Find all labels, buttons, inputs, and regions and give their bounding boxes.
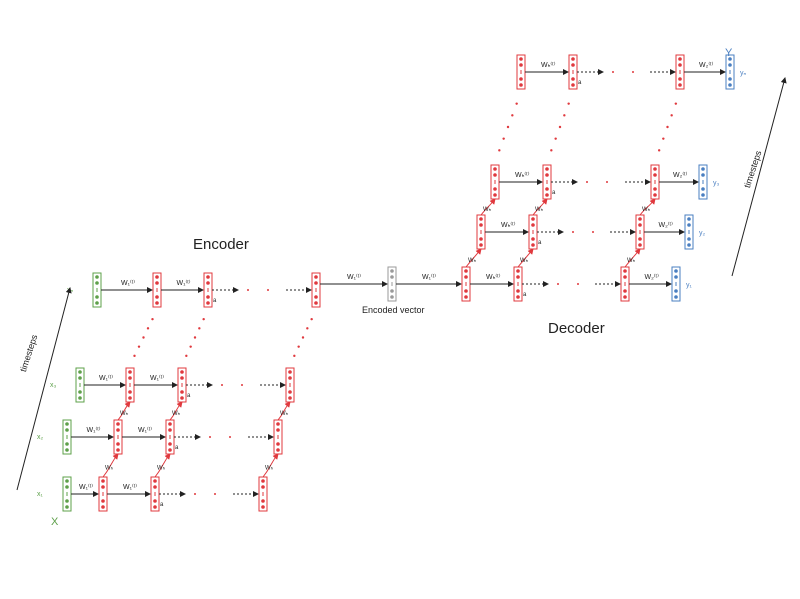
output-cell: [725, 54, 735, 90]
svg-text:W₂⁽ᵗ⁾: W₂⁽ᵗ⁾: [699, 61, 714, 69]
svg-text:W₁⁽ᵗ⁾: W₁⁽ᵗ⁾: [138, 426, 152, 434]
hidden-cell: [311, 272, 321, 308]
svg-text:a: a: [538, 240, 542, 246]
encoder-title: Encoder: [193, 236, 249, 253]
svg-text:a: a: [578, 80, 582, 86]
svg-text:Wₕ⁽ᵗ⁾: Wₕ⁽ᵗ⁾: [515, 171, 530, 179]
svg-text:W₁⁽ᵗ⁾: W₁⁽ᵗ⁾: [347, 273, 361, 281]
svg-text:W₁⁽ᵗ⁾: W₁⁽ᵗ⁾: [150, 374, 164, 382]
svg-text:yₙ: yₙ: [740, 70, 747, 77]
svg-text:y₃: y₃: [713, 180, 720, 187]
output-cell: [684, 214, 694, 250]
output-group-label: Y: [725, 47, 733, 59]
svg-text:x₃: x₃: [50, 382, 57, 389]
svg-text:W₁⁽ᵗ⁾: W₁⁽ᵗ⁾: [177, 279, 191, 287]
svg-text:W₂⁽ᵗ⁾: W₂⁽ᵗ⁾: [673, 171, 688, 179]
svg-text:W₂⁽ᵗ⁾: W₂⁽ᵗ⁾: [659, 221, 674, 229]
svg-text:xₙ: xₙ: [67, 287, 74, 294]
svg-text:a: a: [160, 502, 164, 508]
svg-text:Wₕ: Wₕ: [520, 258, 529, 264]
svg-text:a: a: [175, 445, 179, 451]
svg-text:Wₕ: Wₕ: [172, 411, 181, 417]
decoder-title: Decoder: [548, 320, 605, 337]
svg-text:x₂: x₂: [37, 434, 44, 441]
output-cell: [671, 266, 681, 302]
svg-text:Wₕ⁽ᵗ⁾: Wₕ⁽ᵗ⁾: [486, 273, 501, 281]
svg-text:Wₕ⁽ᵗ⁾: Wₕ⁽ᵗ⁾: [501, 221, 516, 229]
hidden-cell: [285, 367, 295, 403]
svg-text:Wₕ: Wₕ: [535, 207, 544, 213]
svg-text:Wₕ: Wₕ: [642, 207, 651, 213]
svg-text:Wₕ: Wₕ: [157, 466, 166, 472]
svg-text:W₁⁽ᵗ⁾: W₁⁽ᵗ⁾: [121, 279, 135, 287]
svg-text:y₂: y₂: [699, 230, 706, 237]
svg-text:Wₕ⁽ᵗ⁾: Wₕ⁽ᵗ⁾: [541, 61, 556, 69]
svg-text:W₁⁽ᵗ⁾: W₁⁽ᵗ⁾: [79, 483, 93, 491]
svg-text:Wₕ: Wₕ: [120, 411, 129, 417]
svg-text:a: a: [187, 393, 191, 399]
svg-text:a: a: [552, 190, 556, 196]
svg-text:Wₕ: Wₕ: [265, 466, 274, 472]
svg-text:W₁⁽ᵗ⁾: W₁⁽ᵗ⁾: [99, 374, 113, 382]
svg-text:Wₕ: Wₕ: [468, 258, 477, 264]
svg-text:W₁⁽ᵗ⁾: W₁⁽ᵗ⁾: [123, 483, 137, 491]
input-group-label: X: [51, 516, 59, 528]
svg-text:W₁⁽ᵗ⁾: W₁⁽ᵗ⁾: [87, 426, 101, 434]
svg-text:Wₕ: Wₕ: [483, 207, 492, 213]
svg-text:W₁⁽ᵗ⁾: W₁⁽ᵗ⁾: [422, 273, 436, 281]
svg-text:Wₕ: Wₕ: [627, 258, 636, 264]
svg-text:y₁: y₁: [686, 282, 693, 289]
svg-text:Wₕ: Wₕ: [105, 466, 114, 472]
output-cell: [698, 164, 708, 200]
svg-text:x₁: x₁: [37, 491, 44, 498]
svg-text:a: a: [523, 292, 527, 298]
encoded-vector-label: Encoded vector: [362, 305, 425, 315]
svg-text:Wₕ: Wₕ: [280, 411, 289, 417]
svg-text:W₂⁽ᵗ⁾: W₂⁽ᵗ⁾: [645, 273, 660, 281]
svg-text:a: a: [213, 298, 217, 304]
